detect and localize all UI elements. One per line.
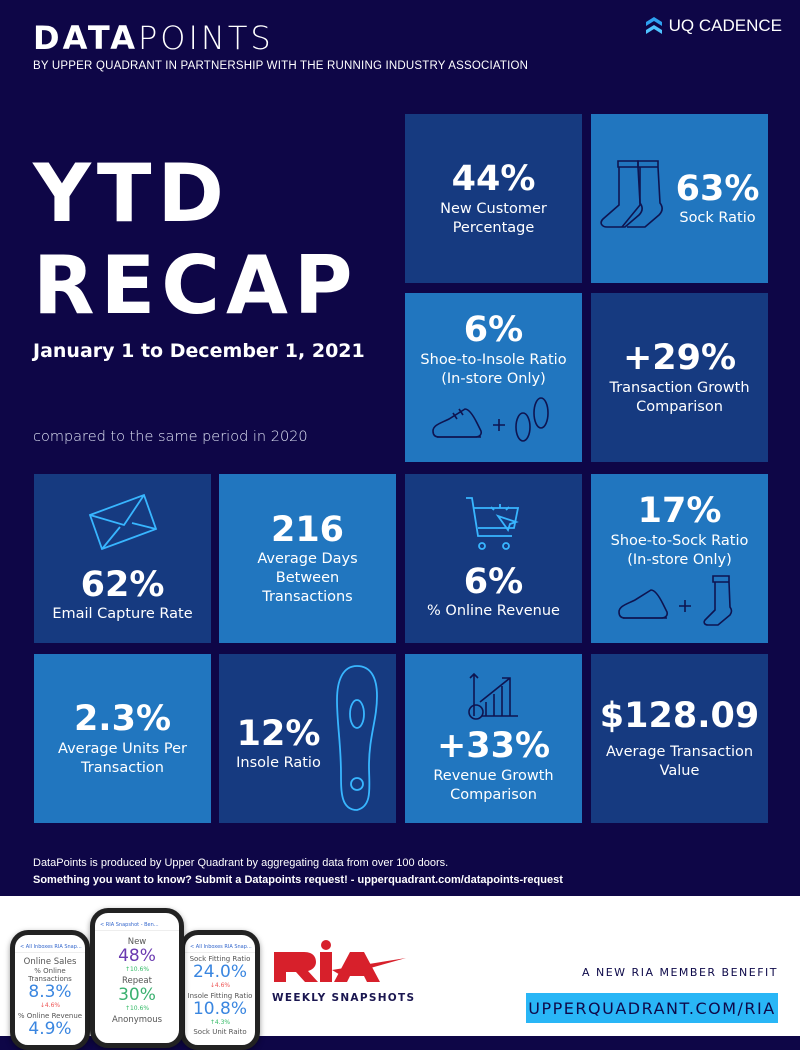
tile-label: Average Units Per Transaction	[58, 740, 187, 776]
phone-bar: < All Inboxes RIA Snap...	[185, 935, 255, 953]
phone-change: ↑4.3%	[209, 1019, 231, 1026]
tile-shoe-to-sock: 17% Shoe-to-Sock Ratio (In-store Only)	[591, 474, 768, 643]
shopping-cart-icon	[465, 496, 519, 550]
ria-wordmark-icon	[274, 940, 406, 982]
ria-url-button[interactable]: UPPERQUADRANT.COM/RIA	[526, 993, 778, 1023]
member-benefit: A NEW RIA MEMBER BENEFIT	[581, 966, 778, 979]
tile-label: Email Capture Rate	[52, 606, 193, 623]
tile-new-customer: 44% New Customer Percentage	[405, 114, 582, 283]
promo-headline: Industry benchmarks in your inbox every …	[410, 906, 778, 964]
headline-line-2: your inbox every Monday!	[410, 935, 778, 964]
tile-label: Revenue Growth Comparison	[433, 767, 554, 803]
page-title: YTD RECAP	[33, 148, 359, 332]
chevron-logo-icon	[645, 17, 662, 34]
datapoints-logo: DATAPOINTS	[33, 22, 274, 54]
shoe-plus-sock-icon	[617, 574, 732, 626]
headline-line-1: Industry benchmarks in	[443, 906, 778, 935]
phone-label: Insole Fitting Ratio	[187, 992, 253, 1000]
tile-avg-transaction-value: $128.09 Average Transaction Value	[591, 654, 768, 823]
phone-value: 48%	[118, 946, 156, 966]
phone-change: ↓4.6%	[39, 1002, 61, 1009]
tile-value: 62%	[80, 564, 165, 605]
tile-value: 44%	[451, 159, 536, 200]
tile-insole-ratio: 12% Insole Ratio	[219, 654, 396, 823]
phone-value: 30%	[118, 985, 156, 1005]
phone-bar: < RIA Snapshot - Ben...	[95, 913, 179, 931]
tile-online-revenue: 6% % Online Revenue	[405, 474, 582, 643]
envelope-icon	[88, 493, 157, 551]
phone-value: 4.9%	[28, 1019, 72, 1039]
tile-label: Average Transaction Value	[605, 743, 754, 779]
socks-icon	[599, 159, 663, 228]
growth-chart-icon	[467, 673, 518, 721]
comparison-note: compared to the same period in 2020	[33, 429, 308, 445]
tile-shoe-to-insole: 6% Shoe-to-Insole Ratio (In-store Only)	[405, 293, 582, 462]
tile-revenue-growth: +33% Revenue Growth Comparison	[405, 654, 582, 823]
tile-label: Shoe-to-Sock Ratio (In-store Only)	[610, 532, 749, 568]
tile-value: 6%	[463, 310, 524, 351]
phone-change: ↓4.6%	[209, 982, 231, 989]
tile-label: Average Days Between Transactions	[257, 551, 358, 606]
tile-value: $128.09	[599, 696, 760, 737]
phone-label: Anonymous	[111, 1015, 163, 1025]
ria-logo: WEEKLY SNAPSHOTS	[272, 940, 415, 1004]
partner-name: UQ CADENCE	[668, 16, 782, 35]
phone-bar: < All Inboxes RIA Snap...	[15, 935, 85, 953]
phone-value: 24.0%	[192, 962, 247, 982]
tile-value: +29%	[622, 338, 737, 379]
phone-change: ↑10.6%	[124, 1005, 150, 1012]
tile-value: 2.3%	[73, 699, 172, 740]
tile-transaction-growth: +29% Transaction Growth Comparison	[591, 293, 768, 462]
tile-email-capture: 62% Email Capture Rate	[34, 474, 211, 643]
tile-days-between: 216 Average Days Between Transactions	[219, 474, 396, 643]
brand-light: POINTS	[137, 19, 274, 57]
brand-bold: DATA	[33, 19, 138, 57]
uq-cadence-logo: UQ CADENCE	[645, 16, 782, 36]
date-range: January 1 to December 1, 2021	[33, 340, 365, 362]
footer-note: DataPoints is produced by Upper Quadrant…	[33, 857, 449, 869]
phone-label: % Online Transactions	[28, 967, 72, 983]
phone-mockup: < RIA Snapshot - Ben... New 48% ↑10.6% R…	[90, 908, 184, 1048]
tile-label: % Online Revenue	[427, 603, 560, 620]
phone-label: Sock Fitting Ratio	[189, 955, 251, 963]
insole-icon	[335, 664, 378, 811]
tagline: BY UPPER QUADRANT IN PARTNERSHIP WITH TH…	[33, 60, 529, 72]
phone-label: Repeat	[122, 976, 152, 986]
tile-value: 12%	[236, 713, 321, 754]
phone-change: ↑10.6%	[124, 966, 150, 973]
phone-label: % Online Revenue	[17, 1012, 83, 1020]
tile-value: 216	[270, 509, 345, 550]
tile-value: 6%	[463, 561, 524, 602]
request-link[interactable]: Something you want to know? Submit a Dat…	[33, 874, 563, 886]
tile-label: Sock Ratio	[679, 210, 756, 227]
tile-label: Shoe-to-Insole Ratio (In-store Only)	[420, 351, 567, 387]
tile-label: Insole Ratio	[236, 755, 321, 772]
phone-mockup: < All Inboxes RIA Snap... Online Sales %…	[10, 930, 90, 1050]
tile-value: +33%	[436, 726, 551, 767]
ria-subtitle: WEEKLY SNAPSHOTS	[272, 992, 416, 1004]
tile-value: 63%	[675, 168, 760, 209]
phone-mockup: < All Inboxes RIA Snap... Sock Fitting R…	[180, 930, 260, 1050]
title-line-2: RECAP	[33, 239, 359, 332]
tile-units-per-transaction: 2.3% Average Units Per Transaction	[34, 654, 211, 823]
tile-label: Transaction Growth Comparison	[609, 379, 750, 415]
tile-label: New Customer Percentage	[440, 200, 547, 236]
phone-value: 8.3%	[28, 982, 72, 1002]
tile-value: 17%	[637, 491, 722, 532]
shoe-plus-insoles-icon	[431, 396, 549, 442]
phone-label: Online Sales	[23, 957, 77, 967]
tile-sock-ratio: 63% Sock Ratio	[591, 114, 768, 283]
phone-label: New	[127, 937, 147, 947]
title-line-1: YTD	[33, 147, 230, 240]
phone-label: Sock Unit Raito	[193, 1028, 247, 1036]
phone-value: 10.8%	[192, 999, 247, 1019]
